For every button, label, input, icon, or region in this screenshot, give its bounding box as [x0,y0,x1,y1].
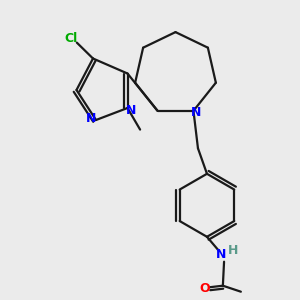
Text: N: N [190,106,201,119]
Text: O: O [200,282,210,295]
Text: Cl: Cl [65,32,78,45]
Text: H: H [228,244,238,257]
Text: N: N [216,248,226,261]
Text: N: N [85,112,96,125]
Text: N: N [126,104,136,118]
